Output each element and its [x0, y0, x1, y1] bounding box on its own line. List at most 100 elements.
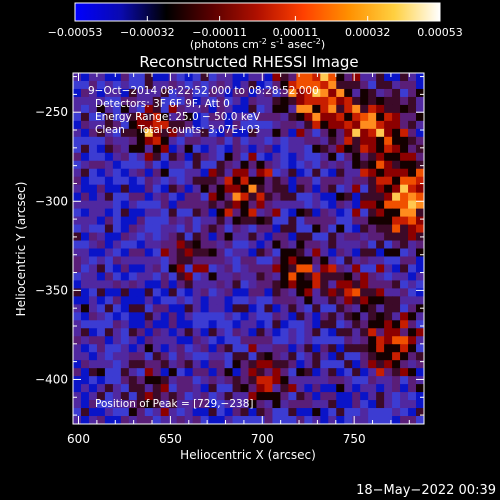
- heatmap-cell: [328, 216, 337, 226]
- heatmap-cell: [128, 248, 138, 257]
- heatmap-cell: [184, 224, 194, 234]
- heatmap-cell: [376, 248, 385, 257]
- heatmap-cell: [96, 160, 106, 170]
- heatmap-cell: [104, 80, 114, 90]
- heatmap-cell: [328, 160, 337, 170]
- heatmap-cell: [88, 384, 98, 393]
- heatmap-cell: [168, 288, 178, 297]
- heatmap-cell: [160, 136, 170, 146]
- heatmap-cell: [160, 208, 170, 218]
- heatmap-cell: [112, 368, 122, 377]
- heatmap-cell: [104, 408, 114, 417]
- heatmap-cell: [216, 328, 226, 337]
- heatmap-cell: [352, 280, 361, 289]
- heatmap-cell: [112, 288, 122, 297]
- heatmap-cell: [344, 360, 353, 369]
- heatmap-cell: [160, 336, 170, 345]
- heatmap-cell: [120, 160, 130, 170]
- heatmap-cell: [408, 264, 417, 273]
- heatmap-cell: [168, 240, 178, 249]
- heatmap-cell: [136, 296, 146, 305]
- heatmap-cell: [208, 144, 218, 154]
- heatmap-cell: [104, 200, 114, 210]
- heatmap-cell: [80, 336, 90, 345]
- heatmap-cell: [296, 408, 305, 417]
- heatmap-cell: [272, 280, 281, 289]
- heatmap-cell: [96, 296, 106, 305]
- heatmap-cell: [344, 200, 353, 210]
- heatmap-cell: [168, 152, 178, 162]
- heatmap-cell: [144, 128, 154, 138]
- heatmap-cell: [384, 392, 393, 401]
- heatmap-cell: [392, 144, 401, 154]
- heatmap-cell: [160, 168, 170, 178]
- heatmap-cell: [120, 352, 130, 361]
- heatmap-cell: [240, 400, 249, 409]
- heatmap-cell: [208, 248, 218, 257]
- heatmap-cell: [152, 256, 162, 265]
- heatmap-cell: [192, 392, 202, 401]
- heatmap-cell: [160, 288, 170, 297]
- heatmap-cell: [96, 312, 106, 321]
- heatmap-cell: [208, 400, 218, 409]
- heatmap-cell: [296, 216, 305, 226]
- heatmap-cell: [216, 320, 226, 329]
- heatmap-cell: [384, 120, 393, 130]
- heatmap-cell: [128, 176, 138, 186]
- heatmap-cell: [152, 112, 162, 122]
- heatmap-cell: [104, 376, 114, 385]
- heatmap-cell: [320, 296, 329, 305]
- heatmap-cell: [328, 280, 337, 289]
- heatmap-cell: [328, 272, 337, 281]
- heatmap-cell: [304, 104, 313, 114]
- heatmap-cell: [224, 328, 234, 337]
- heatmap-cell: [73, 392, 82, 401]
- heatmap-cell: [400, 296, 409, 305]
- heatmap-cell: [392, 352, 401, 361]
- heatmap-cell: [128, 104, 138, 114]
- heatmap-cell: [73, 248, 82, 257]
- heatmap-cell: [192, 168, 202, 178]
- heatmap-cell: [336, 136, 345, 146]
- heatmap-cell: [88, 264, 98, 273]
- heatmap-cell: [176, 208, 186, 218]
- heatmap-cell: [224, 168, 234, 178]
- heatmap-cell: [152, 392, 162, 401]
- heatmap-cell: [328, 288, 337, 297]
- heatmap-cell: [344, 240, 353, 249]
- heatmap-cell: [296, 400, 305, 409]
- heatmap-cell: [104, 184, 114, 194]
- heatmap-cell: [400, 336, 409, 345]
- heatmap-cell: [160, 280, 170, 289]
- heatmap-cell: [160, 224, 170, 234]
- heatmap-cell: [152, 280, 162, 289]
- heatmap-cell: [152, 184, 162, 194]
- heatmap-cell: [104, 192, 114, 202]
- heatmap-cell: [256, 336, 265, 345]
- heatmap-cell: [408, 104, 417, 114]
- heatmap-cell: [104, 120, 114, 130]
- heatmap-cell: [184, 152, 194, 162]
- heatmap-cell: [304, 400, 313, 409]
- heatmap-cell: [392, 320, 401, 329]
- heatmap-cell: [144, 200, 154, 210]
- heatmap-cell: [160, 312, 170, 321]
- heatmap-cell: [376, 408, 385, 417]
- heatmap-cell: [176, 128, 186, 138]
- heatmap-cell: [304, 192, 313, 202]
- heatmap-cell: [320, 200, 329, 210]
- heatmap-cell: [88, 176, 98, 186]
- annotation-time-range: 9−Oct−2014 08:22:52.000 to 08:28:52.000: [88, 85, 319, 97]
- heatmap-cell: [216, 80, 226, 90]
- heatmap-cell: [73, 352, 82, 361]
- heatmap-cell: [408, 416, 417, 424]
- heatmap-cell: [152, 272, 162, 281]
- heatmap-cell: [280, 384, 289, 393]
- heatmap-cell: [288, 408, 297, 417]
- heatmap-cell: [152, 216, 162, 226]
- heatmap-cell: [200, 312, 210, 321]
- heatmap-cell: [248, 248, 257, 257]
- heatmap-cell: [168, 272, 178, 281]
- heatmap-cell: [192, 184, 202, 194]
- heatmap-cell: [232, 400, 242, 409]
